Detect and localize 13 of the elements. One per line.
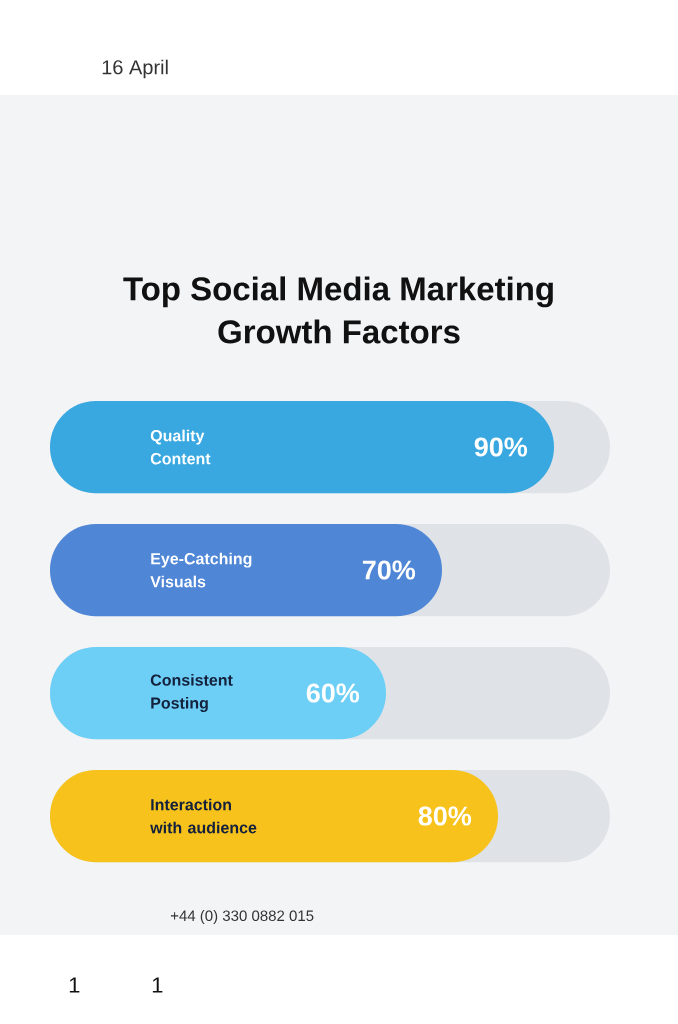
text: 16 April: [102, 59, 168, 79]
y-tick-label: Quality Content: [150, 429, 211, 465]
chart-title: Top Social Media Marketing Growth Factors: [123, 276, 553, 344]
y-tick-label: Eye-Catching Visuals: [150, 552, 252, 588]
text: 1: [69, 977, 80, 993]
y-tick-label: Consistent Posting: [150, 674, 233, 712]
data-label: 70%: [362, 560, 416, 580]
data-label: 60%: [306, 683, 360, 703]
text: +44 (0) 330 0882 015: [170, 910, 314, 924]
y-tick-label: Interaction with audience: [150, 798, 257, 834]
data-label: 90%: [474, 437, 528, 457]
text: 1: [152, 977, 163, 993]
data-label: 80%: [418, 806, 472, 826]
